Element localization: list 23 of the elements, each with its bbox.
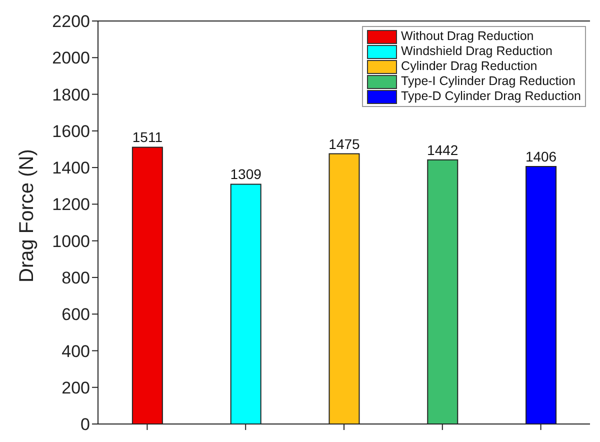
y-tick-label: 1000 [52, 232, 90, 251]
legend-label: Type-I Cylinder Drag Reduction [401, 74, 576, 89]
y-tick-label: 1400 [52, 158, 90, 178]
y-tick-label: 2200 [52, 12, 90, 32]
y-tick-label: 200 [62, 378, 90, 398]
legend-label: Type-D Cylinder Drag Reduction [401, 89, 581, 104]
data-label: 1406 [525, 148, 557, 164]
legend-label: Without Drag Reduction [401, 29, 534, 44]
y-tick-label: 800 [62, 268, 90, 288]
y-tick-label: 1800 [52, 85, 90, 104]
y-tick-label: 400 [62, 342, 90, 361]
y-tick-label: 1200 [52, 195, 90, 214]
legend-label: Cylinder Drag Reduction [401, 59, 538, 74]
legend-label: Windshield Drag Reduction [401, 44, 553, 59]
y-tick-label: 0 [80, 415, 90, 434]
data-label: 1442 [427, 142, 458, 158]
y-tick-label: 600 [62, 305, 90, 324]
data-label: 1511 [132, 129, 163, 146]
data-label: 1475 [328, 136, 360, 152]
y-axis-title: Drag Force (N) [16, 149, 38, 282]
data-label: 1309 [230, 166, 262, 182]
y-tick-label: 2000 [52, 48, 90, 68]
y-tick-label: 1600 [52, 122, 90, 141]
